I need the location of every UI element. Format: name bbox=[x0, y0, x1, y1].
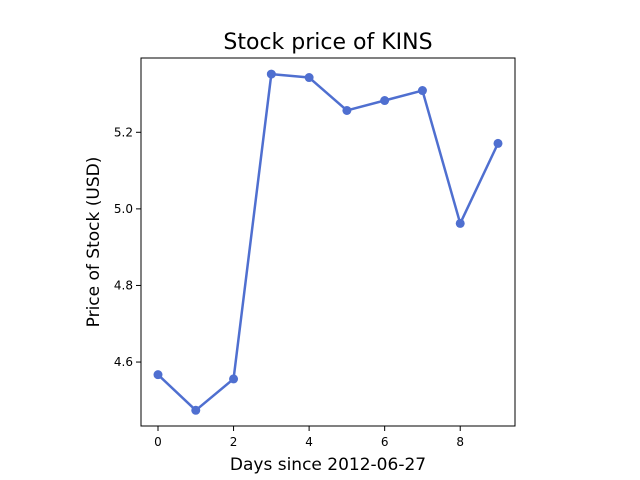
y-tick-label: 4.6 bbox=[114, 355, 133, 369]
x-tick-label: 0 bbox=[154, 435, 162, 449]
plot-frame bbox=[140, 57, 516, 427]
y-tick-label: 5.0 bbox=[114, 202, 133, 216]
x-tick-label: 8 bbox=[456, 435, 464, 449]
x-tick-label: 2 bbox=[230, 435, 238, 449]
chart-title: Stock price of KINS bbox=[223, 30, 432, 55]
data-point bbox=[153, 370, 163, 380]
data-point bbox=[304, 73, 314, 83]
data-point bbox=[417, 86, 427, 96]
data-point bbox=[342, 105, 352, 115]
y-tick-label: 5.2 bbox=[114, 125, 133, 139]
data-point bbox=[455, 218, 465, 228]
x-tick-label: 6 bbox=[381, 435, 389, 449]
series-points bbox=[153, 69, 503, 415]
data-point bbox=[380, 96, 390, 106]
data-point bbox=[191, 405, 201, 415]
y-axis: 4.6 4.8 5.0 5.2 bbox=[114, 125, 141, 369]
data-point bbox=[266, 69, 276, 79]
y-axis-label: Price of Stock (USD) bbox=[84, 157, 104, 328]
data-point bbox=[229, 374, 239, 384]
x-axis-label: Days since 2012-06-27 bbox=[230, 455, 426, 475]
x-tick-label: 4 bbox=[305, 435, 313, 449]
y-tick-label: 4.8 bbox=[114, 278, 133, 292]
data-point bbox=[493, 138, 503, 148]
x-axis: 0 2 4 6 8 bbox=[154, 426, 464, 449]
series-line bbox=[156, 72, 500, 412]
